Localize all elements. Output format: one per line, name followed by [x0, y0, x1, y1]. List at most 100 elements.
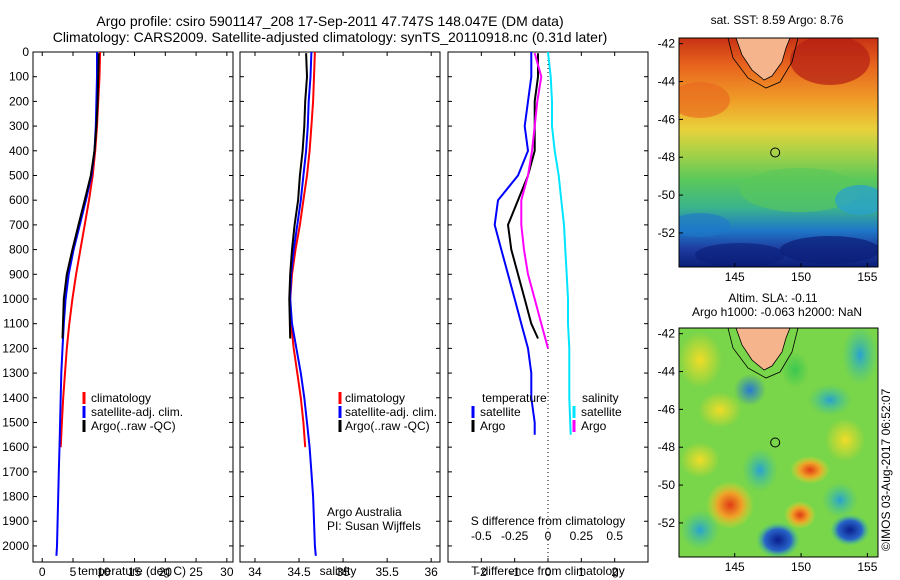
- series-climatology: [289, 51, 316, 448]
- y-tick-label: 1300: [2, 366, 29, 380]
- x-tick-label: 5: [70, 565, 77, 579]
- y-tick-label: -50: [658, 188, 676, 202]
- y-tick-label: 1000: [2, 292, 29, 306]
- y-tick-label: 1900: [2, 514, 29, 528]
- y-tick-label: 900: [9, 267, 29, 281]
- argo-position-marker: [770, 437, 781, 448]
- tasmania-land: [735, 328, 791, 371]
- figure-title-line2: Climatology: CARS2009. Satellite-adjuste…: [53, 29, 608, 45]
- difference-ticks: -2 -1 0 1 2: [448, 51, 648, 579]
- salinity-annotation-line1: Argo Australia: [327, 505, 402, 519]
- legend-label-s-satellite: satellite: [581, 405, 622, 419]
- x-tick-label: 150: [791, 270, 811, 284]
- y-tick-label: 1100: [3, 317, 29, 331]
- legend-group-salinity: salinity: [582, 391, 619, 405]
- sst-map-image: [679, 38, 878, 267]
- series-argo-raw-qc-: [288, 53, 308, 339]
- salinity-plot-frame: [239, 51, 441, 563]
- y-tick-label: 1200: [2, 341, 29, 355]
- salinity-ticks: 34 34.5 35 35.5 36: [240, 51, 440, 579]
- x-tick-label: 150: [791, 560, 811, 574]
- legend-label-s-argo: Argo: [581, 419, 607, 433]
- temperature-panel: 0 100 200 300 400 500 600 700 800 900 1000 1100 1200…: [2, 45, 234, 579]
- sla-map-title-line2: Argo h1000: -0.063 h2000: NaN: [692, 305, 862, 319]
- y-tick-label: 1500: [2, 415, 29, 429]
- x-tick-label: 145: [725, 270, 745, 284]
- difference-xlabel: T difference from climatology: [471, 564, 625, 578]
- y-tick-label: -48: [658, 150, 676, 164]
- temperature-ticks: 0 100 200 300 400 500 600 700 800 900 1000 1100 1200…: [2, 45, 234, 579]
- y-tick-label: -50: [658, 478, 676, 492]
- y-tick-label: 1700: [2, 465, 29, 479]
- difference-panel: -2 -1 0 1 2 S difference from climatology -0…: [447, 51, 649, 579]
- top-tick-label: -0.5: [471, 529, 492, 543]
- salinity-lines: [288, 51, 317, 556]
- x-tick-label: 20: [159, 565, 173, 579]
- y-tick-label: 1800: [2, 490, 29, 504]
- x-tick-label: -2: [476, 565, 487, 579]
- y-tick-label: 500: [9, 168, 29, 182]
- y-tick-label: 200: [9, 94, 29, 108]
- sst-map-title: sat. SST: 8.59 Argo: 8.76: [711, 13, 844, 27]
- legend-label-climatology: climatology: [91, 391, 151, 405]
- y-tick-label: -46: [658, 112, 676, 126]
- y-tick-label: -52: [658, 516, 676, 530]
- salinity-xlabel: salinity: [320, 564, 357, 578]
- series-climatology: [59, 51, 102, 448]
- y-tick-label: -52: [658, 226, 676, 240]
- argo-position-marker: [770, 147, 781, 158]
- legend-label-satellite: satellite-adj. clim.: [345, 405, 437, 419]
- sla-map-panel: Altim. SLA: -0.11 Argo h1000: -0.063 h20…: [658, 291, 879, 574]
- x-tick-label: 34: [248, 565, 262, 579]
- legend-label-satellite: satellite-adj. clim.: [91, 405, 183, 419]
- x-tick-label: 1: [578, 565, 585, 579]
- x-tick-label: 155: [857, 560, 877, 574]
- legend-label-argo: Argo(..raw -QC): [91, 419, 176, 433]
- y-tick-label: 100: [9, 70, 29, 84]
- difference-legend: temperature salinity satellite Argo sate…: [471, 391, 622, 433]
- x-tick-label: 0: [545, 565, 552, 579]
- y-tick-label: -48: [658, 440, 676, 454]
- salinity-panel: 34 34.5 35 35.5 36 salinity climatology sate…: [239, 51, 441, 579]
- y-tick-label: 800: [9, 243, 29, 257]
- legend-label-t-satellite: satellite: [480, 405, 521, 419]
- top-tick-label: 0.25: [570, 529, 594, 543]
- x-tick-label: 145: [725, 560, 745, 574]
- x-tick-label: 10: [97, 565, 111, 579]
- y-tick-label: 1600: [2, 440, 29, 454]
- legend-group-temperature: temperature: [482, 391, 547, 405]
- y-tick-label: 300: [9, 119, 29, 133]
- legend-label-argo: Argo(..raw -QC): [345, 419, 430, 433]
- series-salinity-satellite: [547, 51, 572, 435]
- y-tick-label: 400: [9, 144, 29, 158]
- y-tick-label: 600: [9, 193, 29, 207]
- y-tick-label: 2000: [2, 539, 29, 553]
- y-tick-label: -42: [658, 37, 676, 51]
- sst-map-frame: [678, 37, 879, 268]
- y-tick-label: 0: [22, 45, 29, 59]
- top-tick-label: -0.25: [501, 529, 529, 543]
- x-tick-label: 155: [857, 270, 877, 284]
- bathymetry-contour: [727, 328, 799, 379]
- temperature-legend: climatology satellite-adj. clim. Argo(..…: [82, 391, 183, 433]
- series-temperature-argo: [507, 53, 539, 339]
- credit-timestamp: ©IMOS 03-Aug-2017 06:52:07: [879, 388, 893, 551]
- y-tick-label: 700: [9, 218, 29, 232]
- x-tick-label: 15: [128, 565, 142, 579]
- temperature-lines: [55, 51, 102, 556]
- x-tick-label: 2: [611, 565, 618, 579]
- sst-map-panel: sat. SST: 8.59 Argo: 8.76 145 150 155 -42 -4…: [658, 13, 879, 284]
- series-satellite-adj-clim-: [55, 52, 98, 556]
- series-salinity-argo: [520, 52, 549, 349]
- bathymetry-contour: [727, 38, 799, 89]
- x-tick-label: 25: [189, 565, 203, 579]
- sst-map-ticks: 145 150 155 -42 -44 -46 -48 -50 -52: [658, 37, 878, 284]
- difference-lines: [493, 51, 572, 435]
- difference-top-ticks: -0.5 -0.25 0 0.25 0.5: [471, 529, 623, 543]
- sla-map-title-line1: Altim. SLA: -0.11: [728, 291, 817, 305]
- y-tick-label: -46: [658, 402, 676, 416]
- series-argo-raw-qc-: [61, 53, 100, 339]
- sla-map-ticks: 145 150 155 -42 -44 -46 -48 -50 -52: [658, 327, 878, 574]
- x-tick-label: -1: [509, 565, 520, 579]
